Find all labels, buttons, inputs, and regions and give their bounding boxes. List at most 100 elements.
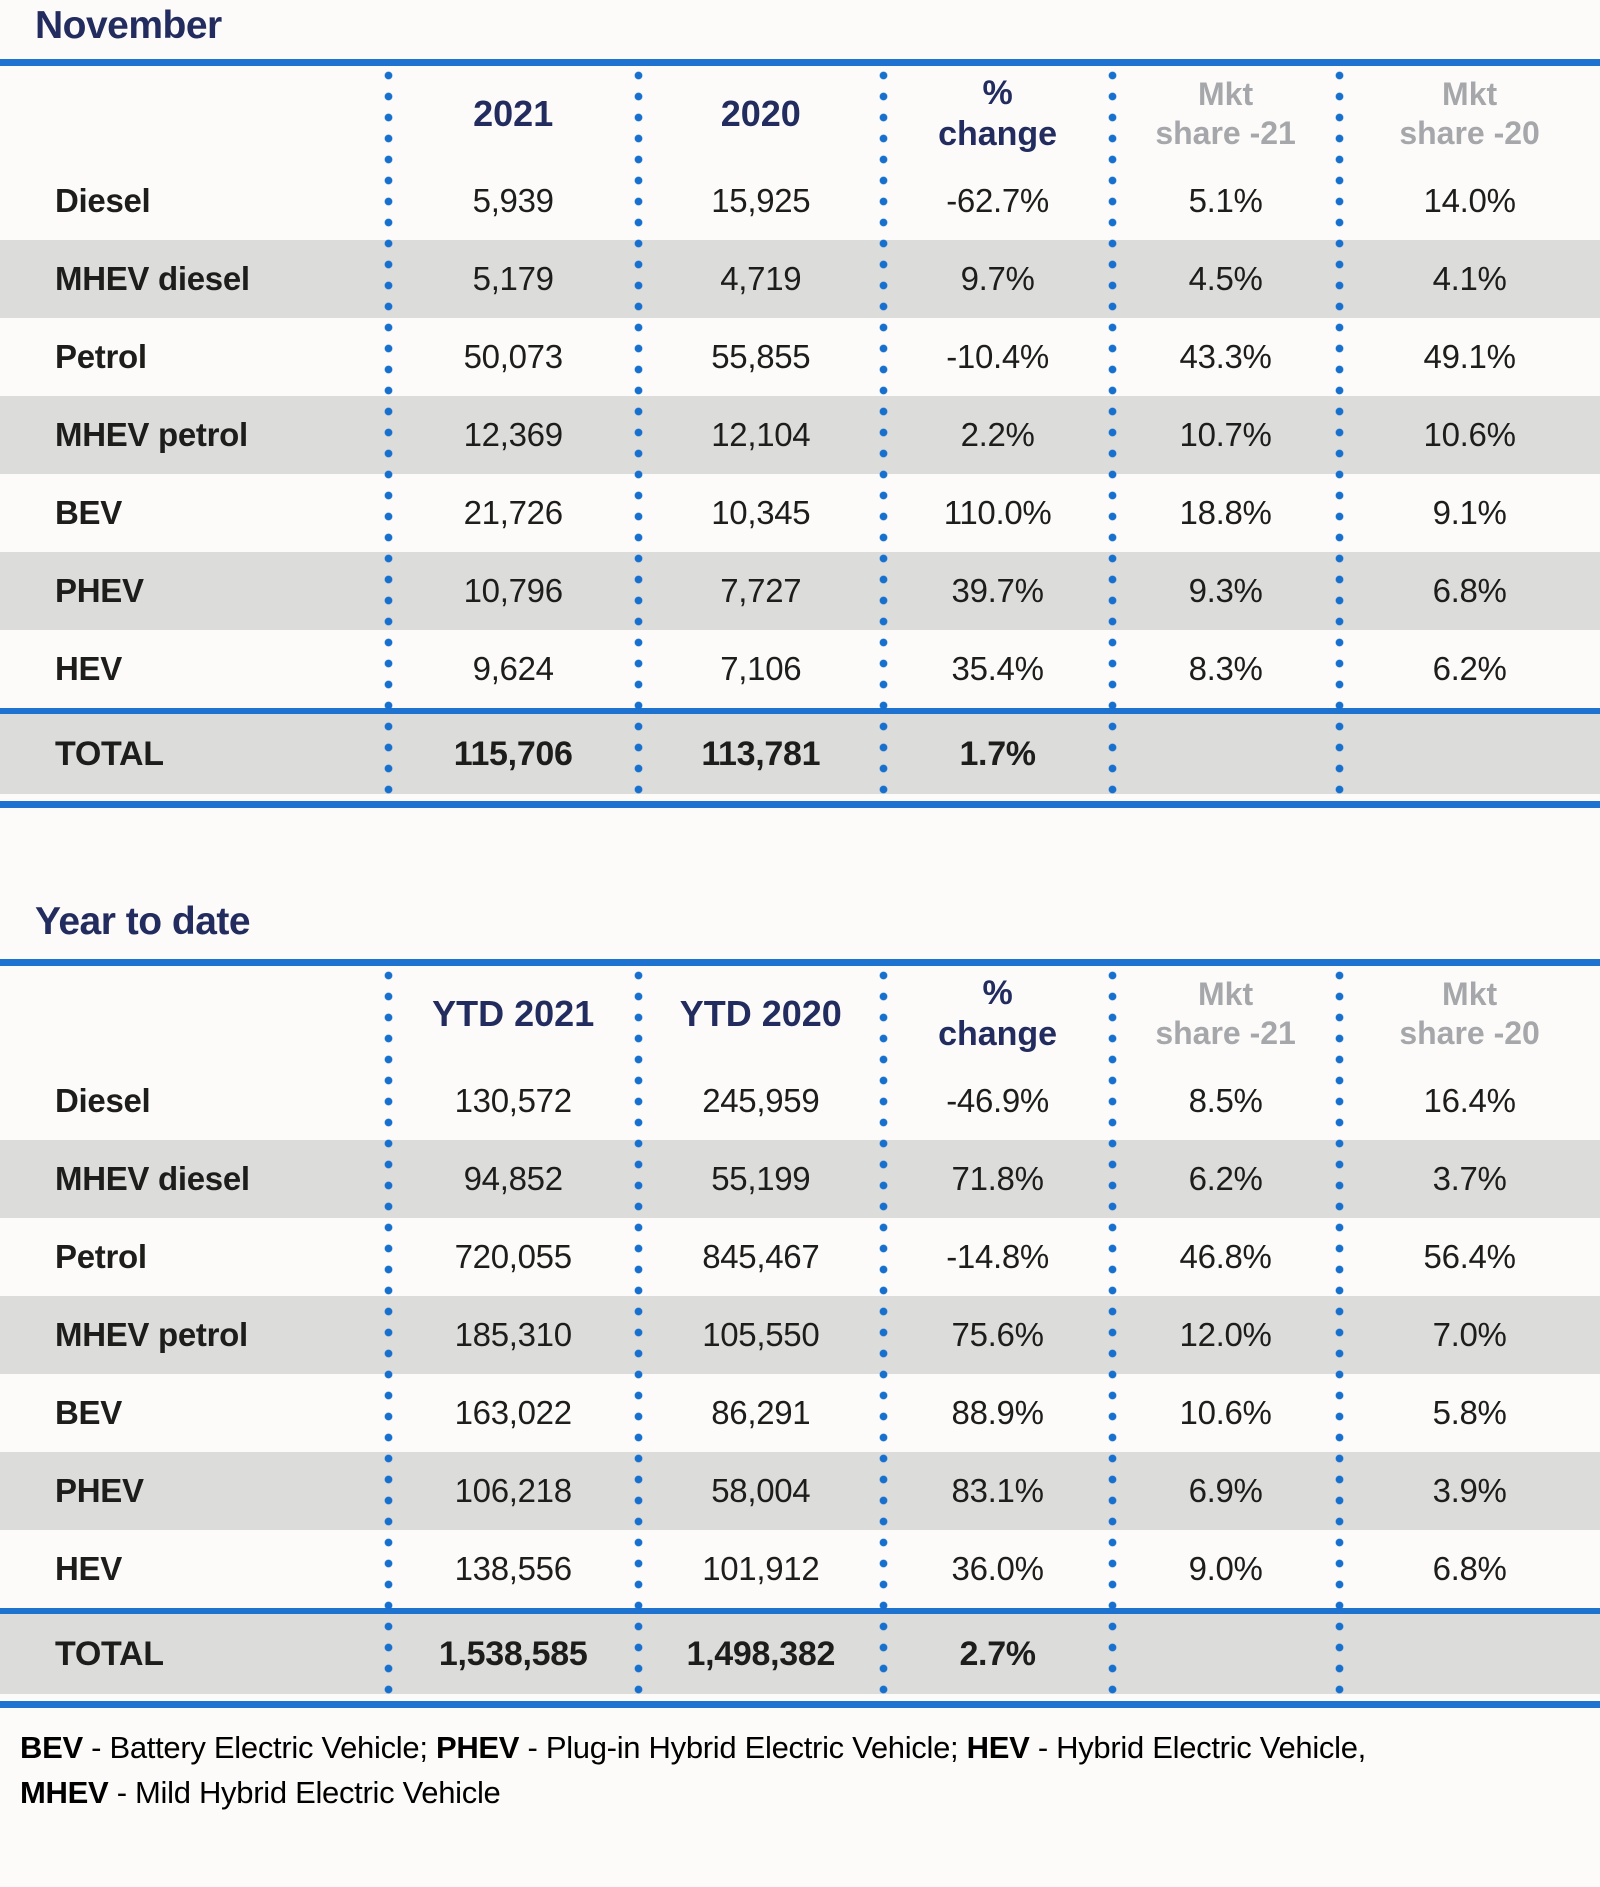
table-cell: -46.9% — [946, 1082, 1049, 1119]
table-cell: 4.1% — [1432, 260, 1507, 297]
table-cell: -10.4% — [946, 338, 1049, 375]
table-cell: 2.2% — [960, 416, 1035, 453]
table-row: Petrol 50,073 55,855 -10.4% 43.3% 49.1% — [0, 318, 1600, 396]
table-cell: 55,855 — [711, 338, 811, 375]
table-cell: 1,538,585 — [438, 1634, 588, 1673]
legend-text: - Hybrid Electric Vehicle, — [1029, 1730, 1366, 1765]
table-cell: 88.9% — [951, 1394, 1044, 1431]
table-cell: 5,939 — [472, 182, 554, 219]
table-row: BEV 163,022 86,291 88.9% 10.6% 5.8% — [0, 1374, 1600, 1452]
table-row: MHEV petrol 185,310 105,550 75.6% 12.0% 7.0% — [0, 1296, 1600, 1374]
table-cell: 4.5% — [1188, 260, 1263, 297]
table-cell: 3.9% — [1432, 1472, 1507, 1509]
table-cell: 138,556 — [454, 1550, 572, 1587]
table-cell: 75.6% — [951, 1316, 1044, 1353]
legend-line: MHEV - Mild Hybrid Electric Vehicle — [20, 1771, 1570, 1816]
table-cell: 115,706 — [453, 734, 573, 773]
header-line: Mkt — [1198, 75, 1254, 112]
november-title: November — [35, 4, 222, 47]
table-cell: 56.4% — [1423, 1238, 1516, 1275]
total-label: TOTAL — [55, 734, 164, 773]
header-line: % — [982, 973, 1013, 1012]
table-row: MHEV diesel 94,852 55,199 71.8% 6.2% 3.7% — [0, 1140, 1600, 1218]
col-header-2020: 2020 — [638, 92, 883, 136]
table-cell: 6.8% — [1432, 572, 1507, 609]
table-cell: 113,781 — [701, 734, 821, 773]
header-line: YTD 2020 — [679, 993, 842, 1035]
table-cell: -62.7% — [946, 182, 1049, 219]
november-table-body: Diesel 5,939 15,925 -62.7% 5.1% 14.0% MHEV die… — [0, 162, 1600, 801]
table-cell: 7,727 — [720, 572, 802, 609]
table-cell: -14.8% — [946, 1238, 1049, 1275]
table-cell: 1.7% — [959, 734, 1036, 773]
row-label: HEV — [55, 1550, 122, 1587]
col-header-pct-change: % change — [883, 73, 1112, 156]
table-cell: 43.3% — [1179, 338, 1272, 375]
row-label: Petrol — [55, 338, 147, 375]
table-cell: 720,055 — [454, 1238, 572, 1275]
table-cell: 36.0% — [951, 1550, 1044, 1587]
table-row: PHEV 106,218 58,004 83.1% 6.9% 3.9% — [0, 1452, 1600, 1530]
table-cell: 9.0% — [1188, 1550, 1263, 1587]
row-label: MHEV diesel — [55, 1160, 250, 1197]
table-cell: 21,726 — [463, 494, 563, 531]
header-line: share -21 — [1155, 1015, 1296, 1051]
table-cell: 1,498,382 — [686, 1634, 836, 1673]
header-line: Mkt — [1198, 975, 1254, 1012]
table-row: HEV 9,624 7,106 35.4% 8.3% 6.2% — [0, 630, 1600, 708]
table-cell: 6.9% — [1188, 1472, 1263, 1509]
table-cell: 130,572 — [454, 1082, 572, 1119]
year-to-date-section: Year to date YTD 2021 YTD 2020 % change M… — [0, 886, 1600, 1708]
col-header-pct-change: % change — [883, 973, 1112, 1056]
year-to-date-table-body: Diesel 130,572 245,959 -46.9% 8.5% 16.4% MHEV … — [0, 1062, 1600, 1701]
row-label: BEV — [55, 494, 122, 531]
table-cell: 3.7% — [1432, 1160, 1507, 1197]
table-cell: 86,291 — [711, 1394, 811, 1431]
header-line: share -20 — [1399, 115, 1540, 151]
table-cell: 6.2% — [1432, 650, 1507, 687]
table-cell: 94,852 — [463, 1160, 563, 1197]
table-cell: 10.6% — [1423, 416, 1516, 453]
total-divider-rule — [0, 708, 1600, 714]
row-label: Diesel — [55, 182, 151, 219]
legend-text: - Battery Electric Vehicle; — [82, 1730, 436, 1765]
total-row: TOTAL 115,706 113,781 1.7% — [0, 714, 1600, 794]
table-cell: 5.8% — [1432, 1394, 1507, 1431]
row-label: HEV — [55, 650, 122, 687]
table-cell: 16.4% — [1423, 1082, 1516, 1119]
table-row: HEV 138,556 101,912 36.0% 9.0% 6.8% — [0, 1530, 1600, 1608]
legend-abbreviation: BEV — [20, 1730, 83, 1765]
col-header-ytd-2021: YTD 2021 — [388, 992, 638, 1036]
table-cell: 6.8% — [1432, 1550, 1507, 1587]
november-section: November 2021 2020 % change Mkt share -21 … — [0, 0, 1600, 808]
year-to-date-title: Year to date — [35, 900, 251, 943]
table-cell: 4,719 — [720, 260, 802, 297]
table-cell: 12.0% — [1179, 1316, 1272, 1353]
legend-abbreviation: PHEV — [435, 1730, 520, 1765]
legend-line: BEV - Battery Electric Vehicle; PHEV - P… — [20, 1726, 1570, 1771]
november-table: 2021 2020 % change Mkt share -21 Mkt share … — [0, 59, 1600, 808]
table-cell: 46.8% — [1179, 1238, 1272, 1275]
table-cell: 7,106 — [720, 650, 802, 687]
header-line: 2021 — [473, 93, 554, 135]
table-cell: 10,345 — [711, 494, 811, 531]
abbreviation-legend: BEV - Battery Electric Vehicle; PHEV - P… — [20, 1726, 1570, 1816]
header-line: 2020 — [720, 93, 801, 135]
table-row: Diesel 130,572 245,959 -46.9% 8.5% 16.4% — [0, 1062, 1600, 1140]
col-header-2021: 2021 — [388, 92, 638, 136]
table-cell: 39.7% — [951, 572, 1044, 609]
col-header-mkt-share-21: Mkt share -21 — [1112, 975, 1339, 1053]
table-cell: 15,925 — [711, 182, 811, 219]
end-gap — [0, 794, 1600, 801]
table-cell: 9.3% — [1188, 572, 1263, 609]
row-label: MHEV petrol — [55, 416, 248, 453]
table-cell: 12,104 — [711, 416, 811, 453]
table-cell: 12,369 — [463, 416, 563, 453]
table-cell: 5,179 — [472, 260, 554, 297]
table-cell: 845,467 — [702, 1238, 820, 1275]
table-cell: 10.6% — [1179, 1394, 1272, 1431]
table-row: BEV 21,726 10,345 110.0% 18.8% 9.1% — [0, 474, 1600, 552]
header-row: YTD 2021 YTD 2020 % change Mkt share -21 M… — [0, 966, 1600, 1062]
table-row: MHEV petrol 12,369 12,104 2.2% 10.7% 10.6% — [0, 396, 1600, 474]
col-header-mkt-share-20: Mkt share -20 — [1339, 75, 1600, 153]
